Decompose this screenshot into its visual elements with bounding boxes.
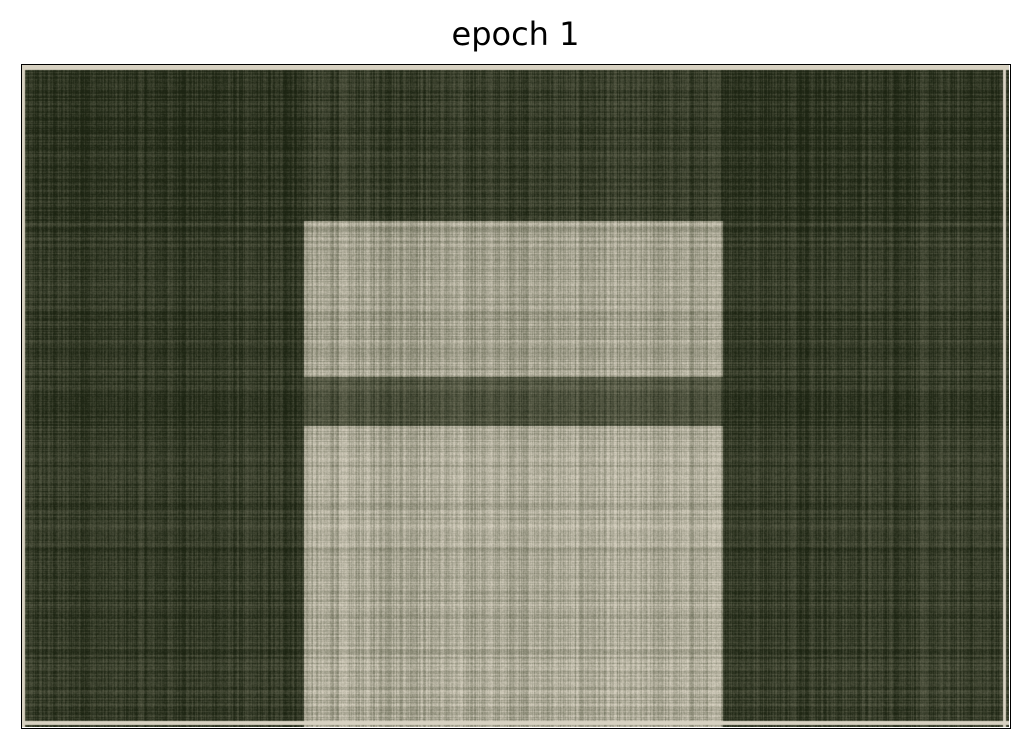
heatmap-plot-area xyxy=(21,64,1011,729)
heatmap-image xyxy=(22,65,1009,727)
chart-title: epoch 1 xyxy=(451,15,580,53)
